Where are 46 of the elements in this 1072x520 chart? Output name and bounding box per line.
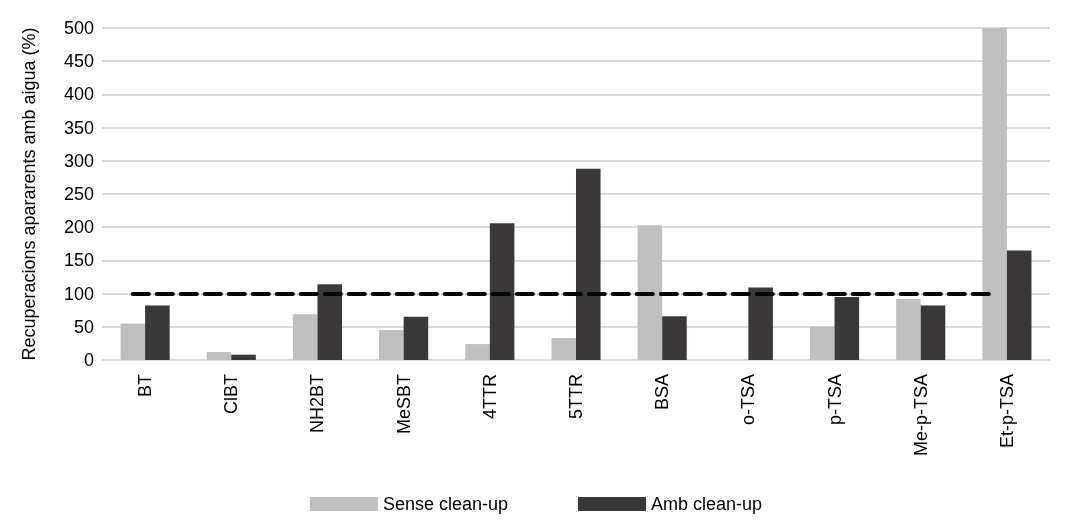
bar <box>231 354 256 360</box>
x-tick-label: p-TSA <box>824 374 845 426</box>
bar <box>551 338 576 360</box>
x-tick-label: 5TTR <box>566 374 586 419</box>
x-tick-label: o-TSA <box>738 374 759 426</box>
legend-label: Sense clean-up <box>382 494 509 514</box>
bar <box>145 305 170 360</box>
y-tick-label: 300 <box>63 150 94 171</box>
y-tick-label: 400 <box>63 84 94 105</box>
bar <box>1006 250 1032 360</box>
x-tick-label: Et-p-TSA <box>996 374 1017 449</box>
bar <box>489 223 515 360</box>
bar <box>403 316 429 360</box>
legend-label: Amb clean-up <box>651 494 763 514</box>
bar <box>120 323 146 360</box>
x-tick-label: MeSBT <box>393 374 414 435</box>
y-tick-label: 150 <box>63 250 94 271</box>
bar <box>292 314 318 360</box>
y-axis-title: Recuperacions apararents amb aigua (%) <box>19 27 39 361</box>
y-tick-label: 200 <box>63 217 94 238</box>
x-tick-label: Me-p-TSA <box>910 374 931 457</box>
bar <box>206 352 232 360</box>
y-tick-label: 50 <box>73 316 94 337</box>
bar <box>896 298 921 360</box>
bar <box>317 284 343 360</box>
y-tick-label: 250 <box>63 184 94 204</box>
bar <box>982 28 1007 360</box>
bar <box>834 296 860 360</box>
y-tick-label: 100 <box>63 283 94 304</box>
y-tick-label: 0 <box>83 350 94 370</box>
bar <box>809 326 835 360</box>
bar <box>576 168 601 360</box>
bar <box>920 305 946 360</box>
x-tick-label: ClBT <box>221 374 242 414</box>
bar <box>465 344 490 360</box>
y-tick-label: 500 <box>63 18 94 38</box>
bar <box>662 316 687 360</box>
x-tick-label: BSA <box>652 374 673 411</box>
y-tick-label: 350 <box>63 117 94 138</box>
y-tick-label: 450 <box>63 51 94 72</box>
x-tick-label: NH2BT <box>307 374 328 434</box>
bar <box>379 330 404 360</box>
x-tick-label: BT <box>135 374 156 398</box>
bar <box>637 225 663 360</box>
x-tick-label: 4TTR <box>479 374 500 419</box>
bar <box>748 287 773 360</box>
